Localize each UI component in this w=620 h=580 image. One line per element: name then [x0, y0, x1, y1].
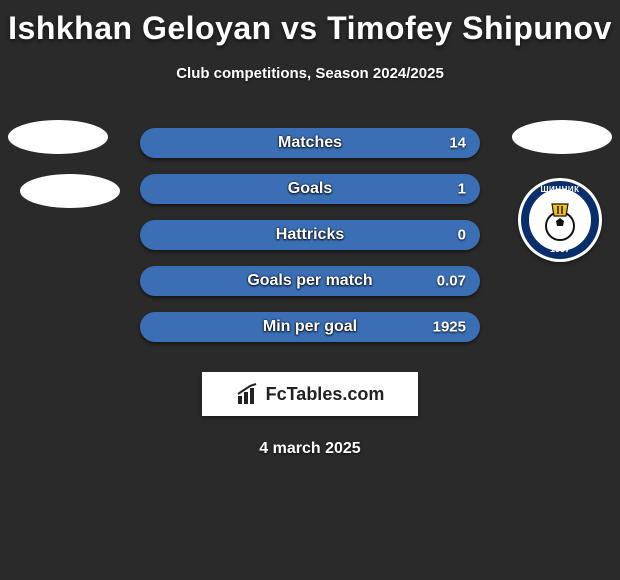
stat-label: Min per goal [263, 318, 357, 336]
stat-row: Min per goal 1925 [0, 304, 620, 350]
stat-bar: Goals per match 0.07 [140, 266, 480, 296]
stat-bar: Matches 14 [140, 128, 480, 158]
page-title: Ishkhan Geloyan vs Timofey Shipunov [0, 10, 620, 47]
stat-label: Matches [278, 134, 342, 152]
stat-value-right: 0 [458, 227, 466, 244]
stat-label: Goals per match [247, 272, 372, 290]
stat-value-right: 1925 [433, 319, 466, 336]
chart-icon [236, 382, 260, 406]
stat-bar: Hattricks 0 [140, 220, 480, 250]
stat-bar: Min per goal 1925 [140, 312, 480, 342]
stat-value-right: 0.07 [437, 273, 466, 290]
stat-value-right: 1 [458, 181, 466, 198]
stat-row: Goals per match 0.07 [0, 258, 620, 304]
brand-logo[interactable]: FcTables.com [202, 372, 418, 416]
stat-row: Hattricks 0 [0, 212, 620, 258]
stat-bar: Goals 1 [140, 174, 480, 204]
stat-label: Hattricks [276, 226, 344, 244]
stat-label: Goals [288, 180, 332, 198]
date-label: 4 march 2025 [0, 440, 620, 458]
stat-row: Matches 14 [0, 120, 620, 166]
stat-value-right: 14 [449, 135, 466, 152]
stat-row: Goals 1 [0, 166, 620, 212]
stats-block: Matches 14 Goals 1 Hattricks 0 Goals per match… [0, 120, 620, 350]
subtitle: Club competitions, Season 2024/2025 [0, 65, 620, 82]
root: Ishkhan Geloyan vs Timofey Shipunov Club… [0, 0, 620, 458]
brand-text: FcTables.com [266, 384, 385, 405]
